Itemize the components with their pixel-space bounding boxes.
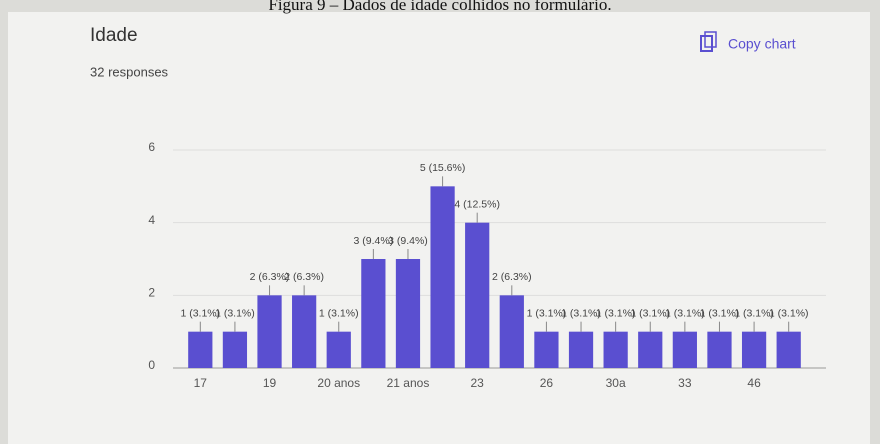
y-tick-label: 2 <box>148 286 155 300</box>
subtitle: 32 responses <box>90 64 169 79</box>
bar <box>430 186 455 368</box>
bar <box>222 331 248 368</box>
value-label: 1 (3.1%) <box>319 307 359 319</box>
x-tick-label: 33 <box>678 376 692 390</box>
value-label: 2 (6.3%) <box>250 271 290 283</box>
value-label: 1 (3.1%) <box>665 307 705 319</box>
bar <box>534 331 559 368</box>
x-tick-label: 26 <box>540 376 554 390</box>
x-tick-label: 17 <box>194 376 208 390</box>
bar <box>361 259 386 368</box>
x-tick-label: 46 <box>747 376 761 390</box>
bar <box>672 331 697 368</box>
bar <box>741 331 767 368</box>
bar <box>257 295 282 368</box>
y-tick-label: 6 <box>148 140 155 154</box>
x-tick-label: 19 <box>263 376 277 390</box>
chart-title: Idade <box>90 25 138 46</box>
value-label: 3 (9.4%) <box>354 235 394 247</box>
y-tick-label: 4 <box>148 213 155 227</box>
value-label: 1 (3.1%) <box>700 307 740 319</box>
value-label: 5 (15.6%) <box>420 162 466 174</box>
bar <box>568 331 594 368</box>
value-label: 1 (3.1%) <box>630 307 670 319</box>
bar <box>707 331 732 368</box>
copy-icon <box>700 35 713 52</box>
bar <box>638 331 663 368</box>
value-label: 1 (3.1%) <box>769 307 809 319</box>
copy-icon <box>704 31 717 48</box>
copy-chart-button[interactable]: Copy chart <box>700 31 796 52</box>
x-tick-label: 21 anos <box>387 376 430 390</box>
value-label: 1 (3.1%) <box>596 307 636 319</box>
value-label: 1 (3.1%) <box>734 307 774 319</box>
caption: Figura 9 – Dados de idade colhidos no fo… <box>268 0 611 14</box>
value-label: 1 (3.1%) <box>180 307 220 319</box>
value-label: 1 (3.1%) <box>527 307 567 319</box>
value-label: 4 (12.5%) <box>454 198 500 210</box>
copy-chart-label[interactable]: Copy chart <box>728 36 796 52</box>
x-tick-label: 30a <box>606 376 626 390</box>
bar <box>465 222 490 368</box>
value-label: 2 (6.3%) <box>492 271 532 283</box>
bar <box>499 295 524 368</box>
value-label: 1 (3.1%) <box>561 307 601 319</box>
x-tick-label: 20 anos <box>317 376 360 390</box>
value-label: 1 (3.1%) <box>215 307 255 319</box>
bar <box>395 259 421 368</box>
value-label: 3 (9.4%) <box>388 235 428 247</box>
bar <box>188 331 213 368</box>
value-label: 2 (6.3%) <box>284 271 324 283</box>
x-tick-label: 23 <box>471 376 485 390</box>
bar <box>603 331 628 368</box>
bar <box>776 331 801 368</box>
bar <box>326 331 351 368</box>
bar <box>292 295 317 368</box>
y-tick-label: 0 <box>148 358 155 372</box>
